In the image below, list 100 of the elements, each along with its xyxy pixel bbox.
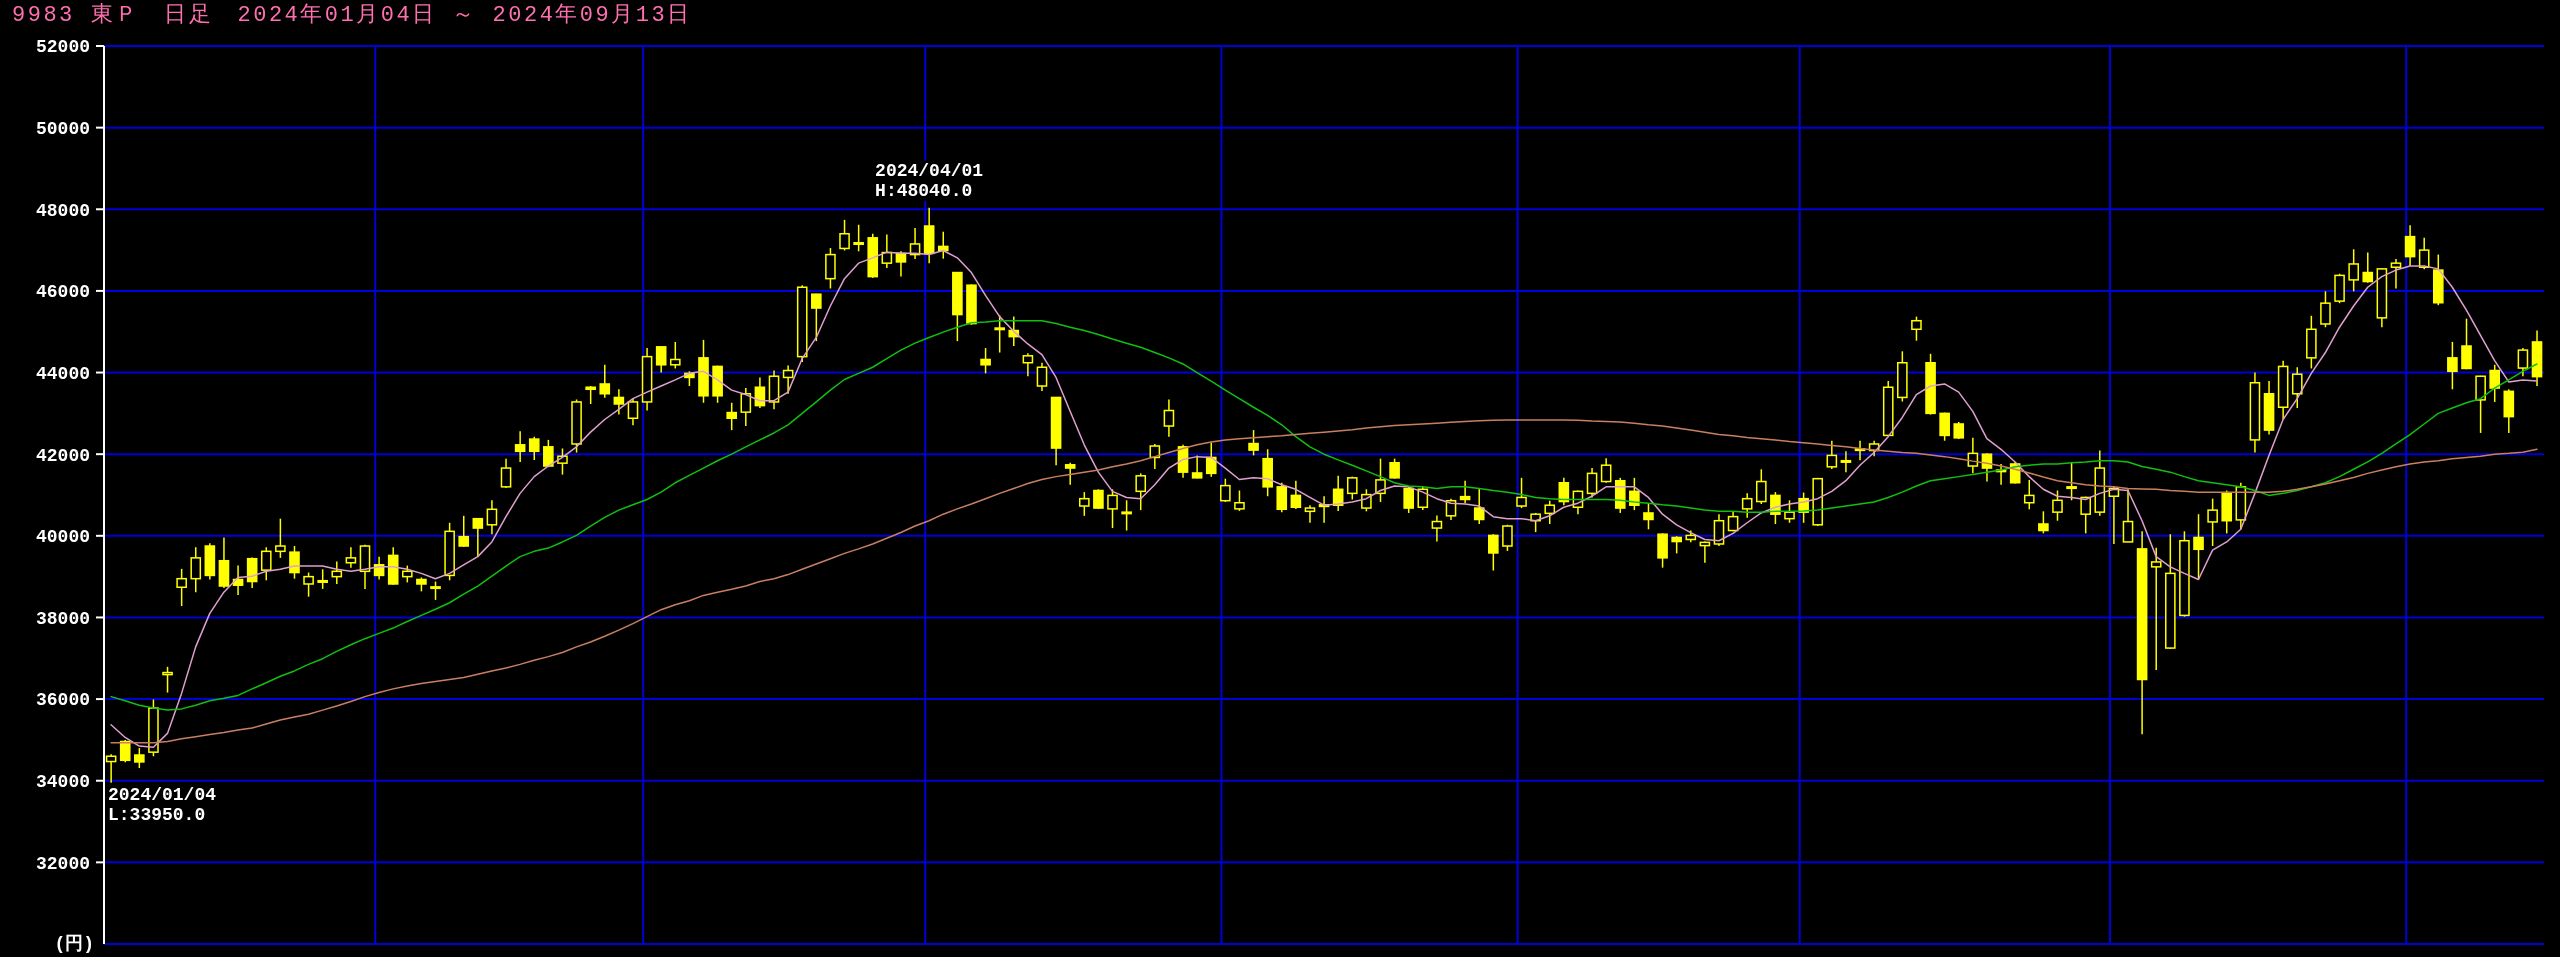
candlestick [2193,513,2204,581]
candlestick [472,517,484,558]
candlestick [980,347,991,375]
candlestick [430,580,441,601]
y-tick-label: 38000 [35,608,90,629]
candlestick [500,457,512,489]
candlestick [669,341,681,370]
chart-title: 9983 東Ｐ 日足 2024年01月04日 ～ 2024年09月13日 [12,3,692,29]
candlestick [190,546,202,593]
candlestick [1629,477,1640,511]
candlestick [1191,454,1203,480]
candlestick [2052,489,2063,522]
candlestick [1064,462,1076,486]
candlestick [458,515,470,548]
candlestick [514,430,526,463]
candlestick [1205,442,1217,478]
candlestick [2475,375,2486,434]
candlestick [1755,468,1767,505]
candlestick [260,546,272,582]
candlestick [1234,489,1245,512]
candlestick [1826,439,1838,470]
candlestick [1163,398,1175,438]
candlestick [1107,488,1118,529]
candlestick [2066,461,2077,502]
candlestick [2517,347,2529,377]
candlestick [2418,237,2430,271]
candlestick [2291,366,2303,409]
candlestick [1276,482,1288,513]
candlestick [1784,499,1795,524]
candlestick [1135,472,1147,511]
y-tick-label: 50000 [35,119,90,140]
candlestick [119,739,131,764]
y-tick-label: 36000 [35,690,90,711]
candlestick [134,747,145,769]
annotation: 2024/04/01 H:48040.0 [875,160,984,201]
candlestick [1403,486,1415,514]
y-tick-label: 40000 [35,527,90,548]
candlestick [2023,479,2035,511]
candlestick [1911,315,1922,342]
candlestick [1713,513,1725,547]
candlestick [1022,352,1034,377]
y-tick-label: 42000 [35,445,90,466]
candlestick [2348,248,2359,293]
candlestick [162,666,173,694]
y-tick-label: 44000 [35,363,90,384]
candlestick [1488,533,1499,572]
candlestick [839,219,850,252]
candlestick [613,388,625,416]
candlestick [1657,532,1668,569]
y-tick-label: 48000 [35,200,90,221]
candlestick [726,402,738,431]
candlestick [1389,457,1400,480]
candlestick [2404,224,2416,267]
candlestick [1079,491,1090,517]
candlestick [1544,499,1556,525]
candlestick [1741,492,1753,519]
candlestick [1516,477,1527,509]
candlestick [543,439,554,468]
candlestick [782,364,794,395]
y-tick-label: 46000 [35,282,90,303]
candlestick [2362,251,2374,284]
candlestick [2461,317,2472,371]
candlestick [2122,488,2134,543]
candlestick [345,546,357,569]
candlestick [1431,514,1443,543]
candlestick [2320,290,2331,328]
candlestick [627,397,639,426]
candlestick [275,517,286,559]
candlestick [486,499,498,535]
candlestick [1586,467,1598,499]
candlestick [528,435,540,461]
candlestick [1290,479,1302,510]
candlestick [1981,452,1993,483]
candlestick [1600,457,1612,484]
candlestick [2489,364,2501,403]
candlestick [2150,546,2162,671]
candlestick [599,364,611,399]
candlestick [2038,510,2049,535]
y-tick-label: 52000 [35,37,90,58]
candlestick [655,345,667,374]
candlestick [1459,479,1471,504]
candlestick [1304,504,1316,524]
candlestick [289,545,300,580]
candlestick [811,293,822,342]
y-tick-label: 34000 [35,772,90,793]
candlestick [1121,499,1132,532]
candlestick [1473,487,1485,525]
candlestick [303,571,314,598]
candlestick [1643,502,1654,531]
y-tick-label: 32000 [35,853,90,874]
candlestick [1502,524,1513,552]
candlestick [2390,258,2402,290]
candlestick [1220,477,1231,503]
y-axis-title: (円) [53,933,94,955]
candlestick [1375,457,1386,503]
annotation: 2024/01/04 L:33950.0 [108,784,217,825]
candlestick [331,560,343,585]
candlestick [2447,341,2458,391]
candlestick [1939,411,1950,442]
candlestick [1248,429,1259,457]
